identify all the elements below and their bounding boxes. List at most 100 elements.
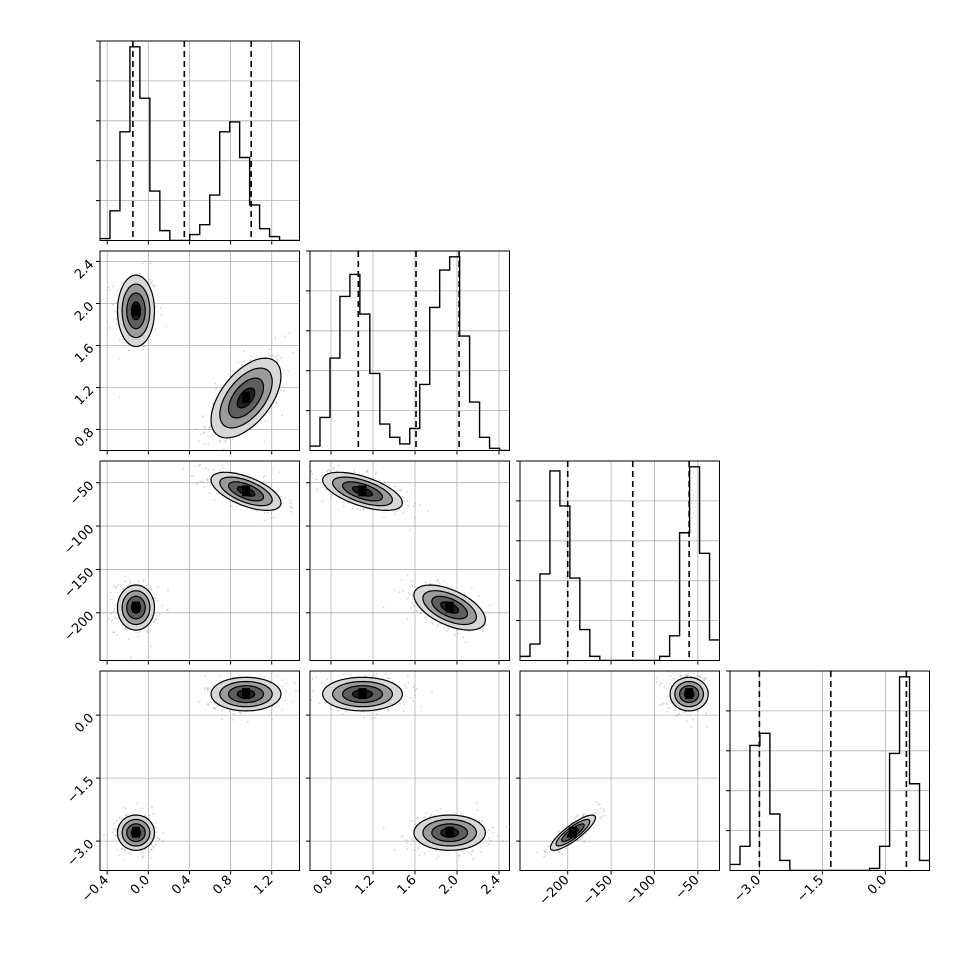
sample-point — [276, 674, 279, 677]
sample-point — [373, 716, 376, 719]
sample-point — [491, 826, 494, 829]
sample-point — [543, 850, 546, 853]
sample-point — [400, 579, 403, 582]
sample-point — [150, 281, 153, 284]
sample-point — [224, 441, 227, 443]
sample-point — [502, 840, 504, 843]
sample-point — [124, 575, 126, 578]
sample-point — [107, 286, 110, 289]
sample-point — [277, 354, 280, 356]
sample-point — [443, 627, 445, 629]
sample-point — [280, 389, 282, 391]
sample-point — [703, 679, 706, 682]
sample-point — [482, 627, 484, 630]
sample-point — [167, 608, 169, 611]
sample-point — [571, 821, 573, 824]
sample-point — [220, 709, 223, 712]
sample-point — [329, 469, 331, 472]
sample-point — [668, 682, 671, 685]
sample-point — [306, 474, 308, 476]
sample-point — [347, 502, 350, 504]
sample-point — [415, 610, 418, 612]
sample-point — [292, 351, 295, 354]
sample-point — [270, 516, 273, 519]
panel-frame — [99, 40, 300, 241]
panel-frame — [99, 670, 300, 871]
sample-point — [336, 469, 338, 472]
sample-point — [558, 851, 561, 854]
sample-point — [585, 832, 587, 835]
sample-point — [413, 849, 416, 851]
sample-point — [124, 627, 127, 630]
sample-point — [406, 842, 408, 844]
sample-point — [594, 812, 597, 814]
sample-point — [410, 843, 412, 846]
sample-point — [660, 703, 663, 705]
sample-point — [387, 709, 390, 712]
sample-point — [564, 847, 567, 850]
sample-point — [666, 710, 669, 713]
sample-point — [124, 815, 127, 818]
sample-point — [146, 630, 149, 633]
sample-point — [423, 852, 426, 855]
sample-point — [114, 834, 117, 837]
sample-point — [222, 667, 224, 669]
sample-point — [282, 390, 285, 392]
sample-point — [124, 814, 127, 817]
sample-point — [207, 443, 210, 446]
sample-point — [118, 357, 121, 360]
sample-point — [472, 858, 474, 860]
sample-point — [407, 505, 410, 507]
sample-point — [342, 501, 345, 503]
sample-point — [692, 665, 694, 667]
sample-point — [603, 808, 605, 811]
sample-point — [122, 338, 124, 340]
sample-point — [379, 479, 381, 482]
sample-point — [278, 705, 280, 707]
sample-point — [303, 682, 305, 684]
sample-point — [156, 836, 159, 839]
sample-point — [418, 854, 420, 857]
x-tick-label: 0.8 — [210, 873, 235, 898]
sample-point — [316, 490, 318, 493]
sample-point — [199, 433, 202, 435]
sample-point — [437, 623, 439, 626]
sample-point — [419, 706, 422, 708]
sample-point — [583, 840, 586, 843]
sample-point — [198, 440, 200, 442]
sample-point — [345, 710, 348, 713]
x-tick-label: −3.0 — [731, 873, 764, 906]
sample-point — [536, 851, 538, 854]
sample-point — [393, 512, 396, 515]
sample-point — [684, 710, 687, 713]
sample-point — [406, 848, 409, 851]
sample-point — [412, 585, 414, 588]
sample-point — [407, 681, 410, 684]
sample-point — [407, 592, 410, 594]
sample-point — [435, 857, 438, 860]
sample-point — [686, 675, 689, 678]
sample-point — [270, 512, 273, 515]
density-3-0 — [103, 667, 305, 861]
sample-point — [698, 675, 701, 678]
x-tick-label: 2.0 — [437, 873, 462, 898]
sample-point — [682, 711, 685, 713]
sample-point — [92, 300, 94, 302]
density-peak-A — [131, 826, 140, 838]
sample-point — [574, 816, 576, 819]
sample-point — [111, 285, 114, 288]
sample-point — [118, 396, 121, 398]
sample-point — [141, 807, 144, 810]
sample-point — [112, 585, 115, 587]
sample-point — [239, 712, 242, 715]
x-tick-label: 0.0 — [865, 873, 890, 898]
sample-point — [142, 855, 145, 858]
sample-point — [325, 489, 327, 491]
sample-point — [115, 819, 118, 822]
sample-point — [523, 810, 525, 812]
sample-point — [668, 707, 671, 710]
y-tick-label: −1.5 — [64, 774, 97, 807]
sample-point — [199, 480, 202, 483]
sample-point — [411, 602, 413, 604]
sample-point — [276, 358, 279, 361]
